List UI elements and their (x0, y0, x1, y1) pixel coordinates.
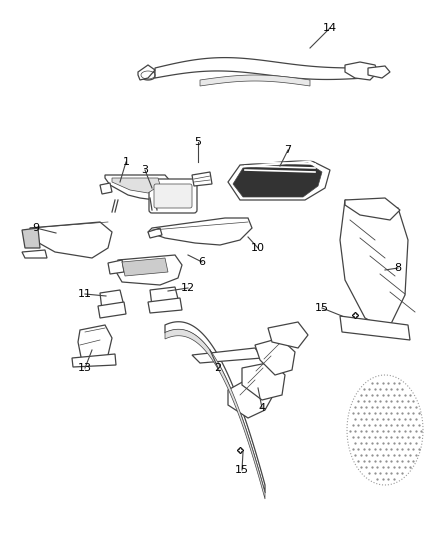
Text: 9: 9 (32, 223, 39, 233)
Polygon shape (255, 338, 295, 375)
Polygon shape (105, 175, 172, 200)
Polygon shape (150, 287, 178, 308)
Text: 3: 3 (141, 165, 148, 175)
Polygon shape (268, 322, 308, 348)
Text: 8: 8 (395, 263, 402, 273)
Text: 12: 12 (181, 283, 195, 293)
Polygon shape (148, 228, 162, 238)
Text: 11: 11 (78, 289, 92, 299)
Polygon shape (340, 316, 410, 340)
Polygon shape (22, 228, 40, 248)
Polygon shape (368, 66, 390, 78)
Polygon shape (108, 260, 124, 274)
Polygon shape (192, 172, 212, 186)
Polygon shape (148, 298, 182, 313)
Text: 15: 15 (235, 465, 249, 475)
Polygon shape (228, 375, 275, 418)
Polygon shape (340, 200, 408, 330)
Polygon shape (228, 160, 330, 200)
Polygon shape (100, 290, 123, 312)
Text: 10: 10 (251, 243, 265, 253)
Polygon shape (233, 163, 322, 197)
Polygon shape (112, 178, 160, 193)
Polygon shape (78, 325, 112, 365)
Polygon shape (242, 362, 285, 400)
Polygon shape (98, 302, 126, 318)
Polygon shape (122, 258, 168, 276)
Polygon shape (22, 250, 47, 258)
Polygon shape (72, 354, 116, 367)
Polygon shape (138, 65, 155, 80)
Polygon shape (165, 329, 265, 499)
Polygon shape (165, 322, 265, 493)
Polygon shape (30, 222, 112, 258)
FancyBboxPatch shape (154, 184, 192, 208)
Text: 6: 6 (198, 257, 205, 267)
Polygon shape (200, 75, 310, 86)
Text: 4: 4 (258, 403, 265, 413)
Polygon shape (164, 180, 175, 193)
Polygon shape (115, 255, 182, 285)
FancyBboxPatch shape (149, 179, 197, 213)
Text: 15: 15 (315, 303, 329, 313)
Polygon shape (100, 183, 112, 194)
Polygon shape (345, 198, 400, 220)
Text: 13: 13 (78, 363, 92, 373)
Polygon shape (345, 62, 378, 80)
Polygon shape (192, 348, 262, 363)
Polygon shape (148, 218, 252, 245)
Text: 7: 7 (284, 145, 292, 155)
Polygon shape (155, 58, 365, 79)
Text: 1: 1 (123, 157, 130, 167)
Text: 14: 14 (323, 23, 337, 33)
Text: 2: 2 (215, 363, 222, 373)
Text: 5: 5 (194, 137, 201, 147)
